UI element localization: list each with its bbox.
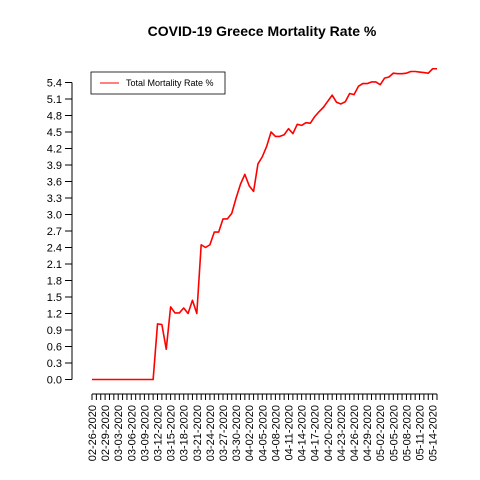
legend-label: Total Mortality Rate % [126,78,214,88]
y-tick-label: 4.8 [47,111,62,123]
x-tick-label: 03-09-2020 [139,405,151,461]
chart-title: COVID-19 Greece Mortality Rate % [148,23,377,39]
y-tick-label: 3.6 [47,177,62,189]
y-tick-label: 3.9 [47,160,62,172]
x-tick-label: 03-12-2020 [153,405,165,461]
y-tick-label: 5.4 [47,78,62,90]
x-tick-label: 04-20-2020 [323,405,335,461]
y-tick-label: 1.5 [47,292,62,304]
y-tick-label: 0.3 [47,358,62,370]
legend-box [90,71,226,95]
y-tick-label: 4.2 [47,144,62,156]
x-tick-label: 03-27-2020 [218,405,230,461]
y-tick-label: 2.1 [47,259,62,271]
x-tick-label: 03-03-2020 [113,405,125,461]
x-tick-label: 05-05-2020 [388,405,400,461]
x-tick-label: 03-24-2020 [205,405,217,461]
x-tick-label: 04-14-2020 [297,405,309,461]
x-tick-label: 04-02-2020 [244,405,256,461]
x-tick-label: 05-11-2020 [415,405,427,460]
y-tick-label: 3.3 [47,193,62,205]
y-tick-label: 2.7 [47,226,62,238]
x-tick-label: 04-26-2020 [349,405,361,461]
y-tick-label: 0.0 [47,375,62,387]
x-tick-label: 04-11-2020 [284,405,296,460]
x-tick-label: 05-08-2020 [401,405,413,461]
x-tick-label: 05-14-2020 [428,405,440,461]
series-layer [92,67,437,381]
x-tick-label: 02-26-2020 [87,405,99,461]
y-tick-label: 0.9 [47,325,62,337]
legend: Total Mortality Rate % [90,71,226,95]
y-tick-label: 4.5 [47,127,62,139]
x-tick-label: 04-17-2020 [310,405,322,461]
y-tick-label: 2.4 [47,243,62,255]
y-tick-label: 3.0 [47,210,62,222]
y-tick-label: 5.1 [47,94,62,106]
x-tick-label: 03-18-2020 [179,405,191,461]
x-tick-label: 04-08-2020 [270,405,282,461]
x-tick-label: 05-02-2020 [375,405,387,461]
x-tick-label: 04-29-2020 [362,405,374,461]
x-tick-label: 02-29-2020 [100,405,112,461]
x-tick-label: 03-06-2020 [126,405,138,461]
y-tick-label: 1.2 [47,309,62,321]
y-axis: 0.0 0.3 0.6 0.9 1.2 1.5 1.8 2.1 2.4 2.7 3.0 3.3 3.6 3… [47,78,73,387]
x-tick-label: 04-05-2020 [257,405,269,461]
y-tick-label: 0.6 [47,342,62,354]
x-tick-label: 03-21-2020 [192,405,204,461]
x-tick-label: 03-30-2020 [231,405,243,461]
x-axis: 02-26-2020 02-29-2020 03-03-2020 03-06-2020… [87,393,440,461]
x-tick-label: 04-23-2020 [336,405,348,461]
y-tick-label: 1.8 [47,276,62,288]
series-line-total-mortality-rate [92,67,437,381]
x-tick-label: 03-15-2020 [166,405,178,461]
